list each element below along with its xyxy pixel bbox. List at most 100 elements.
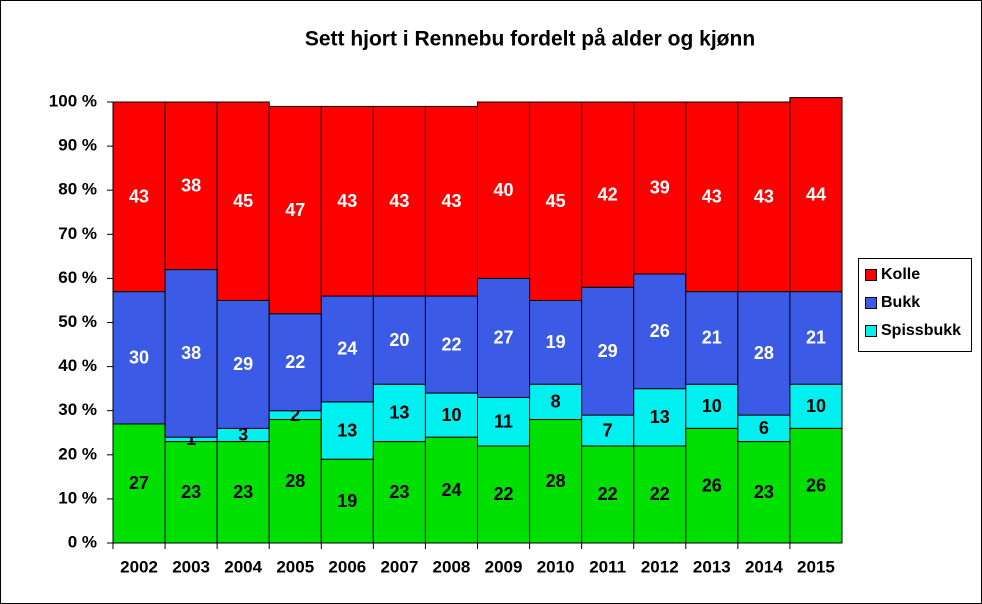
data-label: 24 xyxy=(441,480,461,500)
data-label: 22 xyxy=(494,484,514,504)
bar-segment xyxy=(164,101,218,271)
bar-segment xyxy=(581,286,635,416)
bar-segment xyxy=(216,101,270,301)
x-tick-label: 2004 xyxy=(224,557,262,576)
data-label: 6 xyxy=(759,418,769,438)
data-label: 22 xyxy=(598,484,618,504)
data-label: 45 xyxy=(546,191,566,211)
bar-segment xyxy=(737,441,791,544)
data-label: 11 xyxy=(494,411,513,431)
data-label: 28 xyxy=(285,471,305,491)
data-label: 24 xyxy=(337,339,357,359)
y-tick-label: 50 % xyxy=(58,312,97,331)
bar-segment xyxy=(737,291,791,416)
data-label: 38 xyxy=(181,176,201,196)
data-label: 43 xyxy=(441,191,461,211)
data-label: 23 xyxy=(754,482,774,502)
bar-segment xyxy=(685,291,739,385)
legend-label: Kolle xyxy=(881,266,921,283)
data-label: 13 xyxy=(389,403,409,423)
bar-segment xyxy=(789,383,843,429)
bar-segment xyxy=(685,427,739,544)
legend-label: Bukk xyxy=(881,294,921,311)
data-label: 42 xyxy=(598,184,618,204)
y-tick-label: 70 % xyxy=(58,224,97,243)
x-tick-label: 2015 xyxy=(797,557,835,576)
legend-item: Kolle xyxy=(863,265,967,285)
data-label: 10 xyxy=(702,396,722,416)
data-label: 43 xyxy=(754,187,774,207)
data-label: 28 xyxy=(546,471,566,491)
data-label: 23 xyxy=(233,482,253,502)
legend-item: Spissbukk xyxy=(863,321,967,341)
data-label: 43 xyxy=(702,187,722,207)
data-label: 21 xyxy=(806,328,826,348)
bar-segment xyxy=(633,273,687,390)
bar-segment xyxy=(372,105,426,297)
data-label: 2 xyxy=(290,405,300,425)
data-label: 13 xyxy=(650,407,670,427)
bar-segment xyxy=(320,458,374,544)
x-tick-label: 2012 xyxy=(641,557,679,576)
data-label: 26 xyxy=(650,321,670,341)
chart-title: Sett hjort i Rennebu fordelt på alder og… xyxy=(305,28,755,51)
x-tick-label: 2013 xyxy=(693,557,731,576)
x-tick-label: 2009 xyxy=(485,557,523,576)
y-tick-label: 0 % xyxy=(68,532,97,551)
data-label: 44 xyxy=(806,184,826,204)
bar-segment xyxy=(320,295,374,403)
data-label: 22 xyxy=(441,334,461,354)
data-label: 39 xyxy=(650,178,670,198)
data-label: 1 xyxy=(186,429,196,449)
data-label: 45 xyxy=(233,191,253,211)
bar-segment xyxy=(529,101,583,301)
data-label: 38 xyxy=(181,343,201,363)
data-label: 22 xyxy=(285,352,305,372)
data-label: 27 xyxy=(494,328,514,348)
bar-segment xyxy=(424,105,478,297)
data-label: 22 xyxy=(650,484,670,504)
data-label: 23 xyxy=(389,482,409,502)
bar-segment xyxy=(268,419,322,544)
x-tick-label: 2006 xyxy=(328,557,366,576)
bar-segment xyxy=(633,445,687,544)
legend-swatch xyxy=(865,297,877,309)
data-label: 8 xyxy=(551,392,561,412)
data-label: 30 xyxy=(129,348,149,368)
y-tick-label: 80 % xyxy=(58,180,97,199)
bar-segment xyxy=(112,101,166,293)
x-tick-label: 2010 xyxy=(537,557,575,576)
bar-segment xyxy=(529,419,583,544)
x-tick-label: 2003 xyxy=(172,557,210,576)
legend-item: Bukk xyxy=(863,293,967,313)
bar-segment xyxy=(581,101,635,288)
data-label: 29 xyxy=(598,341,618,361)
y-tick-label: 90 % xyxy=(58,136,97,155)
data-label: 43 xyxy=(337,191,357,211)
data-label: 23 xyxy=(181,482,201,502)
data-label: 43 xyxy=(389,191,409,211)
y-tick-label: 40 % xyxy=(58,356,97,375)
legend-swatch xyxy=(865,325,877,337)
data-label: 29 xyxy=(233,354,253,374)
bar-segment xyxy=(216,299,270,429)
x-tick-label: 2005 xyxy=(276,557,314,576)
bar-segment xyxy=(320,401,374,460)
bar-segment xyxy=(789,97,843,293)
data-label: 20 xyxy=(389,330,409,350)
bar-segment xyxy=(737,101,791,293)
bar-segment xyxy=(372,383,426,443)
data-label: 13 xyxy=(337,420,357,440)
legend-label: Spissbukk xyxy=(881,322,962,339)
y-tick-label: 100 % xyxy=(49,91,97,110)
data-label: 28 xyxy=(754,343,774,363)
bar-segment xyxy=(477,101,531,279)
data-label: 19 xyxy=(546,332,566,352)
legend: Kolle Bukk Spissbukk xyxy=(858,258,972,352)
bar-segment xyxy=(112,423,166,544)
y-tick-label: 10 % xyxy=(58,488,97,507)
x-tick-label: 2007 xyxy=(380,557,418,576)
data-label: 10 xyxy=(441,405,461,425)
data-label: 10 xyxy=(806,396,826,416)
